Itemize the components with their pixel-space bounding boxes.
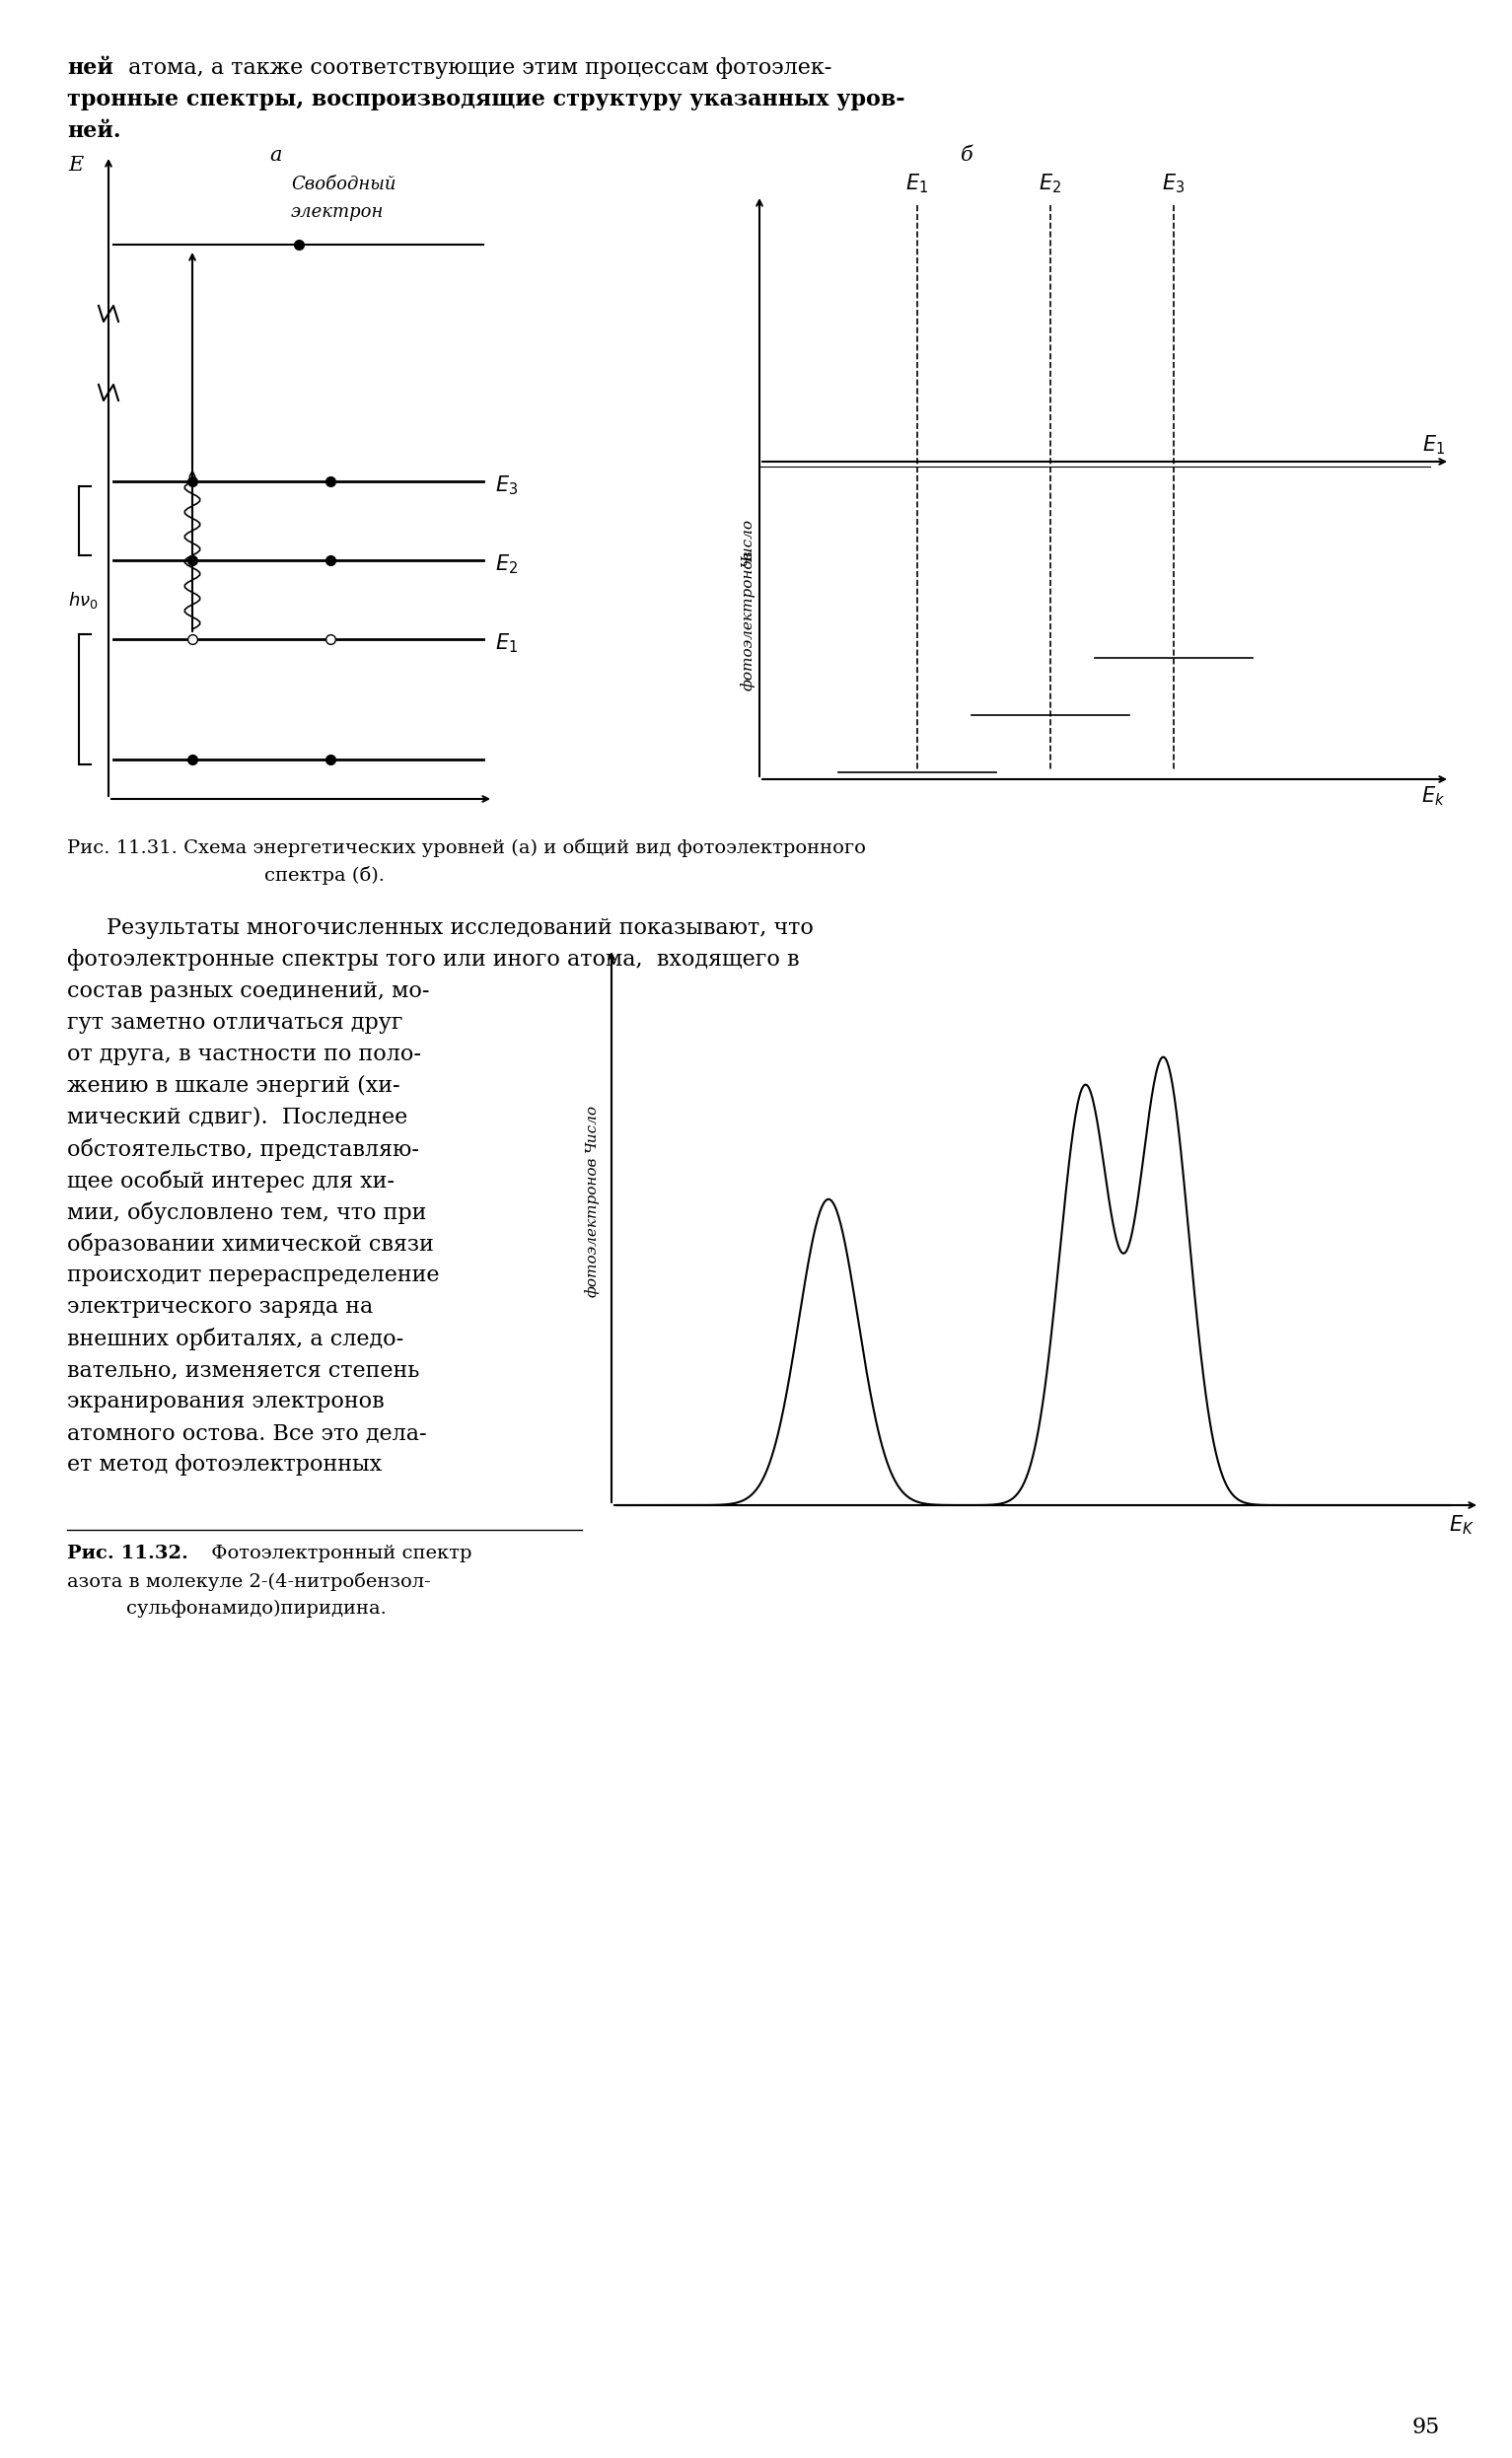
Text: электрон: электрон xyxy=(290,204,384,221)
Text: ней.: ней. xyxy=(67,120,121,143)
Text: атомного остова. Все это дела-: атомного остова. Все это дела- xyxy=(67,1423,426,1443)
Text: $E_1$: $E_1$ xyxy=(1423,433,1445,457)
Text: жению в шкале энергий (хи-: жению в шкале энергий (хи- xyxy=(67,1074,401,1096)
Text: Рис. 11.32.: Рис. 11.32. xyxy=(67,1544,189,1563)
Text: сульфонамидо)пиридина.: сульфонамидо)пиридина. xyxy=(125,1600,387,1617)
Text: мический сдвиг).  Последнее: мический сдвиг). Последнее xyxy=(67,1106,408,1128)
Text: E: E xyxy=(68,155,83,175)
Text: 95: 95 xyxy=(1412,2416,1439,2438)
Text: $E_k$: $E_k$ xyxy=(1421,784,1445,806)
Text: $E_1$: $E_1$ xyxy=(494,632,519,654)
Text: Число: Число xyxy=(741,516,754,565)
Text: $E_2$: $E_2$ xyxy=(1039,172,1061,194)
Text: $E_K$: $E_K$ xyxy=(1448,1514,1474,1536)
Text: состав разных соединений, мо-: состав разных соединений, мо- xyxy=(67,981,429,1003)
Text: гут заметно отличаться друг: гут заметно отличаться друг xyxy=(67,1013,402,1035)
Text: ет метод фотоэлектронных: ет метод фотоэлектронных xyxy=(67,1453,383,1475)
Text: электрического заряда на: электрического заряда на xyxy=(67,1295,373,1317)
Text: спектра (б).: спектра (б). xyxy=(265,865,384,885)
Text: Результаты многочисленных исследований показывают, что: Результаты многочисленных исследований п… xyxy=(106,917,813,939)
Text: экранирования электронов: экранирования электронов xyxy=(67,1391,384,1413)
Text: Рис. 11.31. Схема энергетических уровней (а) и общий вид фотоэлектронного: Рис. 11.31. Схема энергетических уровней… xyxy=(67,838,866,858)
Text: от друга, в частности по поло-: от друга, в частности по поло- xyxy=(67,1045,422,1064)
Text: мии, обусловлено тем, что при: мии, обусловлено тем, что при xyxy=(67,1202,426,1224)
Text: $E_2$: $E_2$ xyxy=(494,553,519,575)
Text: азота в молекуле 2-(4-нитробензол-: азота в молекуле 2-(4-нитробензол- xyxy=(67,1573,431,1590)
Text: $E_3$: $E_3$ xyxy=(494,474,519,497)
Text: $E_1$: $E_1$ xyxy=(906,172,928,194)
Text: $E_3$: $E_3$ xyxy=(1163,172,1185,194)
Text: фотоэлектронов: фотоэлектронов xyxy=(741,551,754,691)
Text: происходит перераспределение: происходит перераспределение xyxy=(67,1263,440,1286)
Text: атома, а также соответствующие этим процессам фотоэлек-: атома, а также соответствующие этим проц… xyxy=(121,57,832,79)
Text: б: б xyxy=(960,145,972,165)
Text: Фотоэлектронный спектр: Фотоэлектронный спектр xyxy=(206,1544,472,1563)
Text: обстоятельство, представляю-: обстоятельство, представляю- xyxy=(67,1138,419,1160)
Text: ней: ней xyxy=(67,57,113,79)
Text: фотоэлектронов: фотоэлектронов xyxy=(585,1158,599,1298)
Text: тронные спектры, воспроизводящие структуру указанных уров-: тронные спектры, воспроизводящие структу… xyxy=(67,88,906,111)
Text: вательно, изменяется степень: вательно, изменяется степень xyxy=(67,1359,419,1381)
Text: внешних орбиталях, а следо-: внешних орбиталях, а следо- xyxy=(67,1327,404,1349)
Text: Число: Число xyxy=(585,1104,599,1153)
Text: фотоэлектронные спектры того или иного атома,  входящего в: фотоэлектронные спектры того или иного а… xyxy=(67,949,800,971)
Text: Свободный: Свободный xyxy=(290,175,396,194)
Text: а: а xyxy=(271,145,283,165)
Text: образовании химической связи: образовании химической связи xyxy=(67,1234,434,1256)
Text: $h\nu_0$: $h\nu_0$ xyxy=(68,590,98,610)
Text: щее особый интерес для хи-: щее особый интерес для хи- xyxy=(67,1170,395,1192)
